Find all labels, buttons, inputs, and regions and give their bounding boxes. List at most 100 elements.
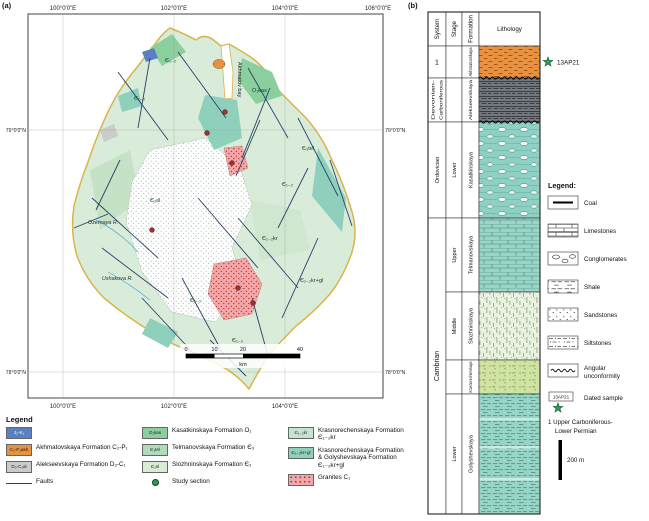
formation-slozhninskaya: Slozhninskaya (469, 307, 475, 344)
system-carboniferous: Carboniferous (439, 79, 444, 120)
slozhninskaya-label: Slozhninskaya Formation Є₂ (172, 461, 252, 468)
system-ordovician: Ordovician (435, 157, 441, 184)
map-labels: Akhmatov bay Ozernaya R. Ushakova R. Є₁₋… (88, 58, 323, 344)
coord-label: 100°0'0"E (50, 404, 76, 410)
system-cambrian: Cambrian (434, 351, 441, 381)
panel-a-label: (a) (2, 1, 12, 10)
coord-label: 102°0'0"E (161, 6, 187, 12)
coord-label: 102°0'0"E (161, 404, 187, 410)
limestones-label: Limestones (584, 228, 616, 235)
coord-label: 106°0'0"E (365, 6, 391, 12)
system-cells (427, 45, 447, 515)
akhmatovskaya-code: C₂-P₁akh (9, 446, 29, 452)
kasatkinskaya-area (150, 34, 186, 66)
unconformity-line (478, 76, 540, 80)
alekseevskaya-code: D₃-C₁al (11, 463, 27, 469)
kr-gl-code: Є₁₋₂kr+gl (291, 449, 311, 455)
telmanovskaya-swatch: Є₃tel (142, 444, 168, 456)
krasnorechenskaya-swatch: Є₁₋₂kr (288, 427, 314, 439)
legend-item-kasatkinskaya: O₁kas Kasatkinskaya Formation O₁ (142, 427, 284, 439)
panel-b-label: (b) (408, 1, 418, 10)
unit-label: Є₃tel (302, 146, 314, 152)
unit-label: Є₁₋₂ (165, 58, 176, 64)
formation-akhmatovskaya: Akhmatovskaya (468, 47, 473, 76)
akhmatovskaya-area (212, 59, 226, 69)
coord-label: 79°0'0"N (385, 128, 405, 134)
kr-gl-label: Krasnorechenskaya Formation & Golyshevsk… (318, 446, 404, 469)
study-section-dots (149, 109, 256, 306)
header-system: System (434, 19, 441, 40)
legend-item-jk: J₂-K₁ (6, 427, 136, 439)
dated-sample-legend-star-icon (552, 402, 564, 413)
jk-swatch: J₂-K₁ (6, 427, 32, 439)
dated-sample-label: Dated sample (584, 395, 623, 402)
coord-label: 100°0'0"E (50, 6, 76, 12)
lithology-cells (478, 45, 541, 515)
granites-swatch (288, 474, 314, 487)
kasatkinskaya-label: Kasatkinskaya Formation O₁ (172, 427, 252, 434)
river-label: Ozernaya R. (88, 220, 118, 226)
unit-label: Є₂sl (150, 198, 160, 204)
legend-item-telmanovskaya: Є₃tel Telmanovskaya Formation Є₃ (142, 444, 284, 456)
unconformity-line (478, 120, 540, 124)
stage-cells (445, 45, 463, 515)
alekseevskaya-label: Alekseevskaya Formation D₃-C₁ (36, 461, 126, 468)
bay-label: Akhmatov bay (236, 62, 242, 98)
legend-item-granites: Granites C₁ (288, 474, 406, 487)
dated-sample-tag: 13AP21 (553, 394, 570, 399)
scalebar-tick: 20 (240, 347, 246, 353)
river-line (107, 271, 151, 301)
kr-gl-area (198, 95, 242, 150)
system-devonian: Devonian- (431, 79, 436, 120)
kr-gl-swatch: Є₁₋₂kr+gl (288, 446, 314, 459)
dated-sample-star-icon (542, 56, 554, 67)
telmanovskaya-label: Telmanovskaya Formation Є₃ (172, 444, 255, 451)
conglomerates-label: Conglomerates (584, 256, 627, 263)
unit-label: Є₁₋₂ (232, 338, 243, 344)
scalebar-tick: 40 (297, 347, 303, 353)
column-legend-title: Legend: (548, 181, 576, 190)
shale-label: Shale (584, 284, 601, 291)
graticule (28, 14, 383, 398)
unit-label: Є₁₋₂kr+gl (300, 278, 323, 284)
slozhninskaya-swatch: Є₂sl (142, 461, 168, 473)
map-legend-col-2: O₁kas Kasatkinskaya Formation O₁ Є₃tel T… (142, 427, 284, 486)
shale-symbol (547, 279, 579, 294)
akhmatovskaya-label: Akhmatovskaya Formation C₂-P₁ (36, 444, 128, 451)
telmanovskaya-code: Є₃tel (149, 446, 161, 452)
unit-area (250, 200, 310, 260)
siltstones-symbol (547, 335, 579, 350)
siltstones-label: Siltstones (584, 340, 611, 347)
island (71, 27, 356, 390)
limestones-symbol (547, 223, 579, 238)
map-legend-col-3: Є₁₋₂kr Krasnorechenskaya Formation Є₁₋₂k… (288, 427, 406, 487)
unit-label: Є₁₋₂kr (262, 236, 278, 242)
kasatkinskaya-swatch: O₁kas (142, 427, 168, 439)
dated-sample-id: 13AP21 (557, 60, 580, 67)
coord-label: 78°0'0"N (6, 370, 26, 376)
header-formation: Formation (468, 15, 475, 43)
stage-lower-cambrian: Lower (452, 446, 458, 461)
coord-label: 79°0'0"N (6, 128, 26, 134)
unit-label: Є₁₋₂ (134, 96, 145, 102)
panel-b: (b) (408, 0, 649, 521)
stratigraphic-column: System Stage Formation Lithology 1 Devon… (427, 11, 627, 515)
fault-line-symbol (6, 483, 32, 485)
kr-gl-area (312, 148, 346, 232)
column-scale-label: 200 m (567, 457, 584, 464)
unconformity-symbol-wave (550, 368, 576, 373)
conglomerates-symbol-ellipses (552, 254, 576, 264)
unit-area (90, 150, 140, 230)
kasatkinskaya-code: O₁kas (148, 429, 162, 435)
map-legend-title: Legend (6, 415, 33, 424)
slozhninskaya-code: Є₂sl (150, 463, 160, 469)
stage-lower-ordovician: Lower (452, 162, 458, 177)
geologic-map: 100°0'0"E 102°0'0"E 104°0'0"E 106°0'0"E … (6, 6, 406, 410)
granite-area (223, 145, 249, 177)
faults-label: Faults (36, 478, 54, 485)
jk-area (142, 48, 158, 62)
formation-golyshevskaya: Golyshevskaya (469, 434, 475, 473)
legend-item-krasnorechenskaya: Є₁₋₂kr Krasnorechenskaya Formation Є₁₋₂k… (288, 427, 406, 442)
note-line-2: Lower Permian (555, 428, 597, 435)
